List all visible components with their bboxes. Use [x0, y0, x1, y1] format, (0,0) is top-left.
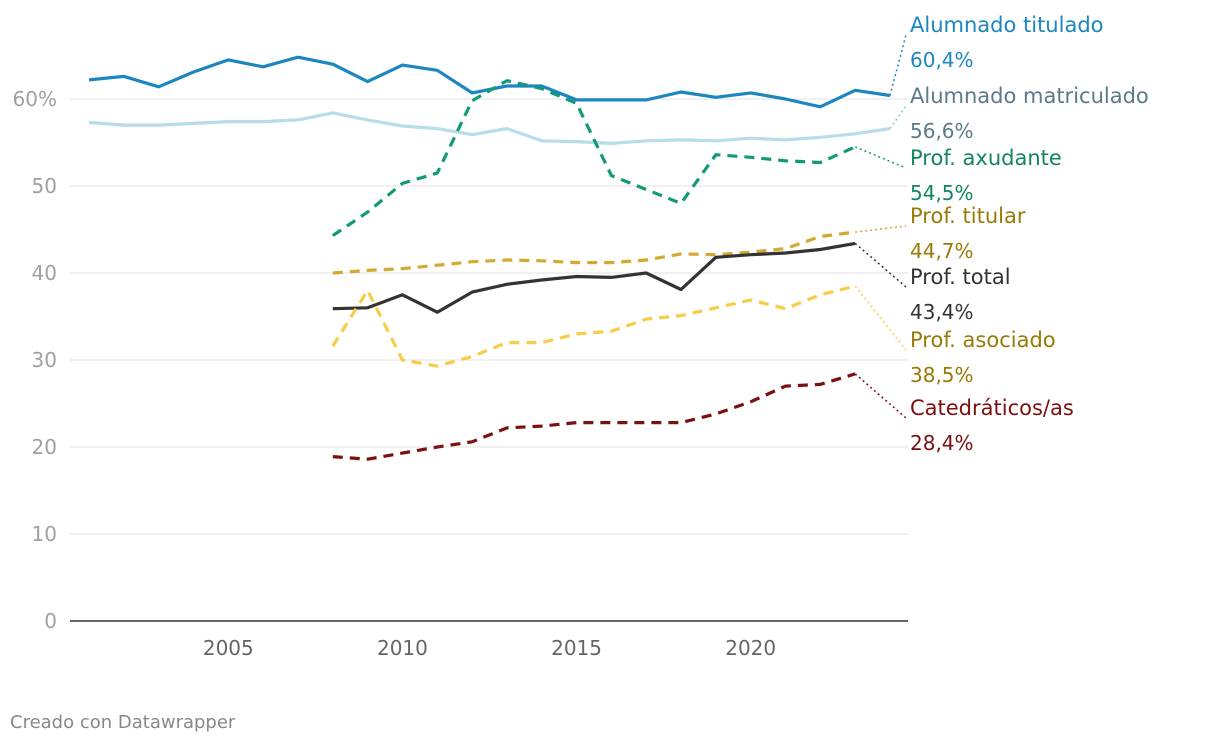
- y-tick-label-40: 40: [32, 261, 57, 285]
- series-labels: Alumnado titulado 60,4% Alumnado matricula…: [910, 13, 1149, 455]
- x-tick-label-2005: 2005: [203, 636, 254, 660]
- x-tick-label-2020: 2020: [725, 636, 776, 660]
- x-tick-label-2010: 2010: [377, 636, 428, 660]
- y-tick-label-60: 60%: [13, 87, 57, 111]
- series-name-alumnado-titulado: Alumnado titulado: [910, 13, 1104, 37]
- label-connector-prof-titular: [855, 225, 907, 233]
- series-line-prof-axudante: [331, 79, 856, 237]
- series-name-prof-axudante: Prof. axudante: [910, 146, 1062, 170]
- gridlines: [70, 98, 908, 535]
- y-tick-label-0: 0: [44, 609, 57, 633]
- axes: 0 10 20 30 40 50 60% 2005 2010 2015 2020: [13, 87, 908, 660]
- label-connector-prof-axudante: [854, 146, 907, 169]
- y-tick-label-20: 20: [32, 435, 57, 459]
- series-name-prof-total: Prof. total: [910, 265, 1011, 289]
- credit-text: Creado con Datawrapper: [10, 712, 236, 733]
- line-chart: 0 10 20 30 40 50 60% 2005 2010 2015 2020 Alumnado …: [13, 13, 1149, 660]
- label-connector-alumnado-matriculado: [889, 105, 907, 130]
- series-value-alumnado-titulado: 60,4%: [910, 48, 974, 72]
- series-line-prof-asociado: [331, 284, 856, 368]
- y-tick-label-50: 50: [32, 174, 57, 198]
- label-connector-catedraticos-as: [854, 373, 907, 419]
- series-value-prof-asociado: 38,5%: [910, 363, 974, 387]
- series-line-catedraticos-as: [332, 372, 856, 461]
- series-name-prof-titular: Prof. titular: [910, 204, 1026, 228]
- series-name-prof-asociado: Prof. asociado: [910, 328, 1056, 352]
- series-value-alumnado-matriculado: 56,6%: [910, 119, 974, 143]
- series-value-prof-axudante: 54,5%: [910, 181, 974, 205]
- series-name-alumnado-matriculado: Alumnado matriculado: [910, 84, 1149, 108]
- series-value-catedraticos-as: 28,4%: [910, 431, 974, 455]
- label-connector-alumnado-titulado: [889, 34, 907, 96]
- series-line-prof-total: [332, 241, 856, 314]
- series-name-catedraticos-as: Catedráticos/as: [910, 396, 1074, 420]
- series-line-prof-titular: [332, 230, 856, 275]
- y-tick-label-10: 10: [32, 522, 57, 546]
- series-value-prof-total: 43,4%: [910, 300, 974, 324]
- series-line-alumnado-matriculado: [88, 111, 891, 145]
- y-tick-label-30: 30: [32, 348, 57, 372]
- series-lines: [88, 34, 907, 461]
- x-tick-label-2015: 2015: [551, 636, 602, 660]
- label-connector-prof-total: [854, 242, 907, 288]
- series-value-prof-titular: 44,7%: [910, 239, 974, 263]
- label-connector-prof-asociado: [854, 285, 907, 351]
